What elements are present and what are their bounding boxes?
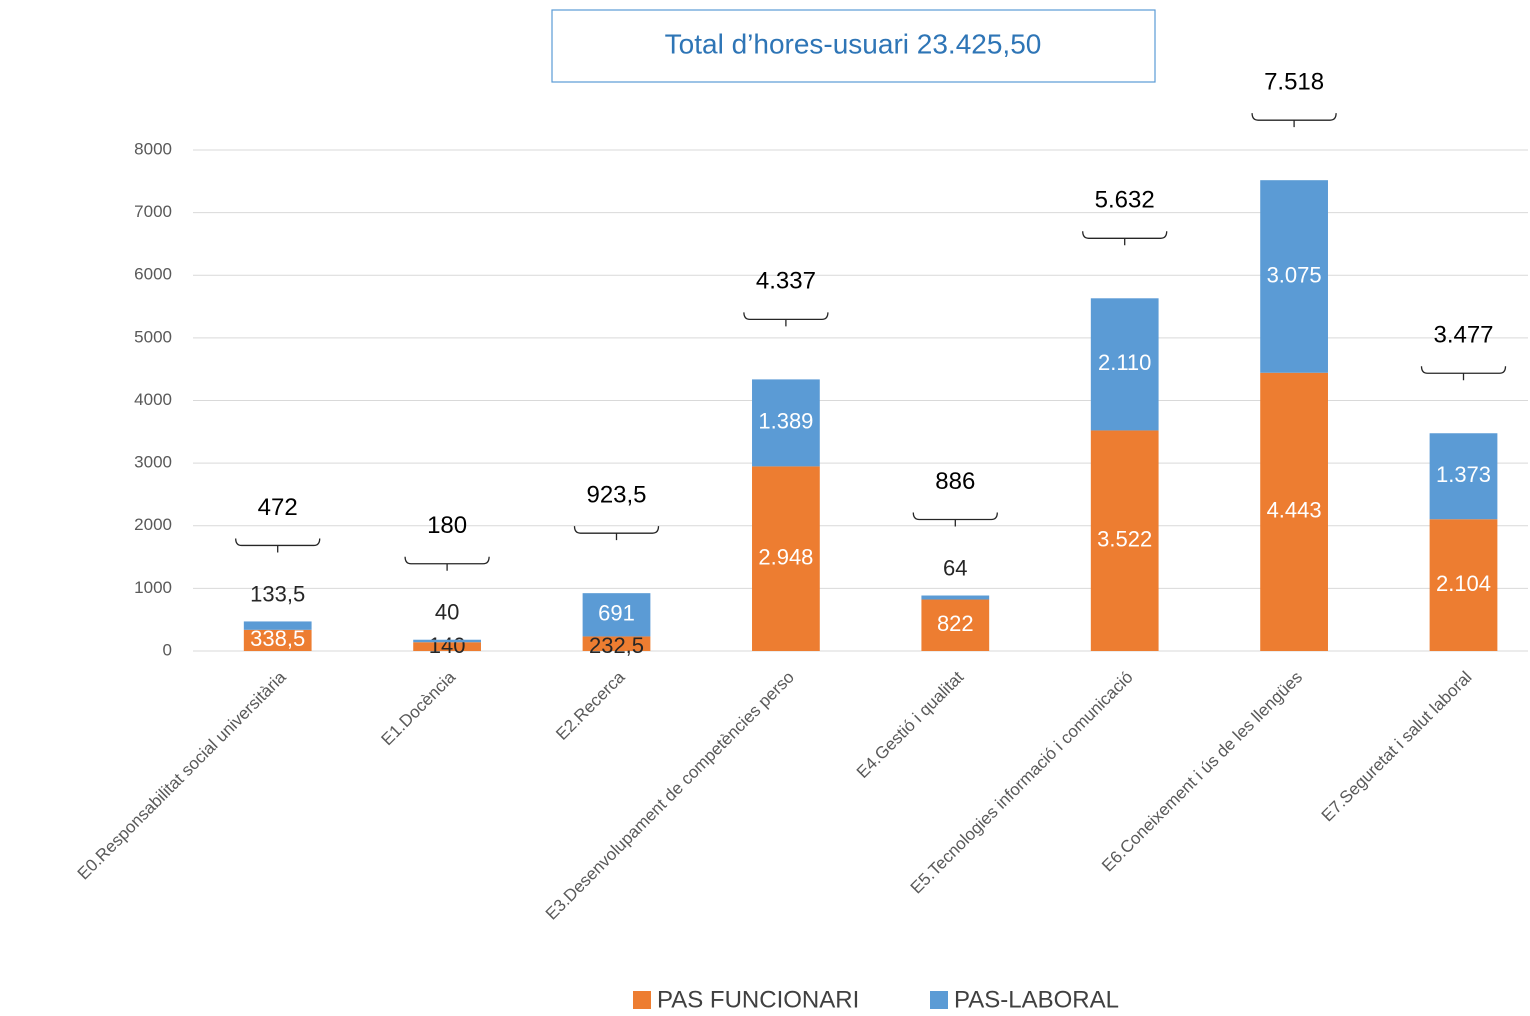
y-tick-label: 0 [163, 640, 172, 659]
x-tick-label: E0.Responsabilitat social universitària [74, 667, 290, 883]
bar-segment [1260, 180, 1328, 373]
bar-segment [921, 595, 990, 600]
total-label: 472 [258, 494, 298, 521]
x-tick-label: E2.Recerca [552, 667, 629, 744]
value-label: 338,5 [250, 626, 305, 651]
bar-segment [752, 466, 820, 651]
value-label: 2.104 [1436, 571, 1491, 596]
total-label: 886 [935, 468, 975, 495]
total-label: 923,5 [586, 482, 646, 509]
total-brace [1420, 366, 1507, 381]
x-tick-label: E6.Coneixement i ús de les llengües [1098, 668, 1306, 876]
total-brace [404, 556, 490, 571]
value-label: 3.075 [1267, 262, 1322, 287]
value-label: 40 [435, 600, 459, 625]
total-brace [235, 538, 321, 553]
value-label: 822 [937, 611, 974, 636]
y-tick-label: 4000 [134, 390, 172, 409]
y-tick-label: 5000 [134, 327, 172, 346]
bar-segment [582, 636, 651, 651]
y-tick-label: 8000 [134, 139, 172, 158]
y-tick-label: 3000 [134, 453, 172, 472]
bar-segment [413, 642, 481, 651]
total-brace [912, 512, 998, 527]
value-label: 133,5 [250, 581, 305, 606]
bar-segment [752, 379, 820, 467]
value-label: 4.443 [1267, 498, 1322, 523]
bar-segment [413, 639, 481, 643]
x-tick-label: E1.Docència [378, 667, 460, 749]
bar-segment [921, 599, 990, 651]
value-label: 691 [598, 601, 635, 626]
legend-swatch [633, 991, 651, 1009]
bar-segment [1090, 298, 1159, 431]
total-brace [1251, 113, 1337, 128]
bar-segment [1260, 372, 1328, 651]
legend-label: PAS FUNCIONARI [657, 986, 859, 1013]
chart-title: Total d’hores-usuari 23.425,50 [665, 28, 1042, 59]
value-label: 140 [429, 633, 466, 658]
value-label: 3.522 [1097, 527, 1152, 552]
bar-segment [582, 593, 651, 637]
total-brace [573, 526, 660, 541]
value-label: 232,5 [589, 633, 644, 658]
total-label: 180 [427, 512, 467, 539]
total-label: 7.518 [1264, 69, 1324, 96]
total-label: 5.632 [1095, 187, 1155, 214]
title-box [551, 9, 1156, 83]
y-tick-label: 7000 [134, 202, 172, 221]
total-label: 3.477 [1433, 322, 1493, 349]
legend-swatch [930, 991, 948, 1009]
bar-segment [1429, 433, 1498, 520]
value-label: 1.389 [758, 409, 813, 434]
bar-segment [243, 629, 312, 651]
bar-segment [243, 621, 312, 630]
value-label: 1.373 [1436, 462, 1491, 487]
y-tick-label: 2000 [134, 515, 172, 534]
x-tick-label: E7.Seguretat i salut laboral [1318, 668, 1476, 826]
total-brace [1082, 231, 1168, 246]
x-tick-label: E4.Gestió i qualitat [853, 667, 968, 782]
total-brace [743, 312, 829, 327]
total-label: 4.337 [756, 268, 816, 295]
legend-label: PAS-LABORAL [954, 986, 1119, 1013]
value-label: 2.110 [1098, 350, 1151, 375]
bar-segment [1090, 430, 1159, 651]
bar-segment [1429, 519, 1498, 651]
value-label: 2.948 [758, 545, 813, 570]
y-tick-label: 6000 [134, 265, 172, 284]
value-label: 64 [943, 555, 967, 580]
y-tick-label: 1000 [134, 578, 172, 597]
